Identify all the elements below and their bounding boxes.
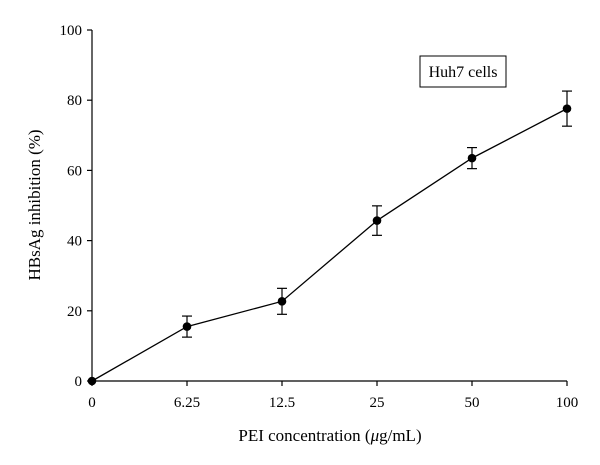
x-tick-label: 6.25 bbox=[174, 395, 200, 411]
data-point bbox=[467, 153, 477, 163]
series-line bbox=[91, 108, 568, 382]
x-tick-label: 25 bbox=[370, 395, 385, 411]
y-tick-label: 40 bbox=[67, 234, 82, 250]
x-tick-label: 0 bbox=[88, 395, 96, 411]
y-axis-title: HBsAg inhibition (%) bbox=[25, 129, 44, 280]
x-axis-title-prefix: PEI concentration ( bbox=[238, 426, 371, 445]
data-point bbox=[562, 104, 572, 113]
y-tick-label: 100 bbox=[60, 23, 83, 39]
x-tick-label: 100 bbox=[556, 395, 579, 411]
data-point bbox=[182, 322, 192, 331]
x-axis-title-mu: μ bbox=[370, 426, 380, 445]
x-axis: 0 6.25 12.5 25 50 100 bbox=[88, 380, 579, 411]
x-tick-label: 50 bbox=[465, 395, 480, 411]
data-point bbox=[372, 216, 382, 225]
y-tick-label: 20 bbox=[67, 304, 82, 320]
annotation-label: Huh7 cells bbox=[429, 64, 498, 81]
y-tick-label: 0 bbox=[75, 374, 83, 390]
legend-box: Huh7 cells bbox=[419, 55, 507, 88]
x-tick-label: 12.5 bbox=[269, 395, 295, 411]
x-axis-title: PEI concentration (μg/mL) bbox=[238, 426, 421, 445]
y-tick-label: 60 bbox=[67, 163, 82, 179]
y-tick-label: 80 bbox=[67, 93, 82, 109]
y-axis: 0 20 40 60 80 100 bbox=[60, 23, 93, 390]
data-series bbox=[87, 104, 572, 386]
annotation-frame bbox=[419, 55, 507, 88]
error-bars bbox=[182, 90, 572, 338]
data-point bbox=[87, 376, 97, 386]
x-axis-title-suffix: g/mL) bbox=[379, 426, 422, 445]
data-point bbox=[277, 297, 287, 306]
